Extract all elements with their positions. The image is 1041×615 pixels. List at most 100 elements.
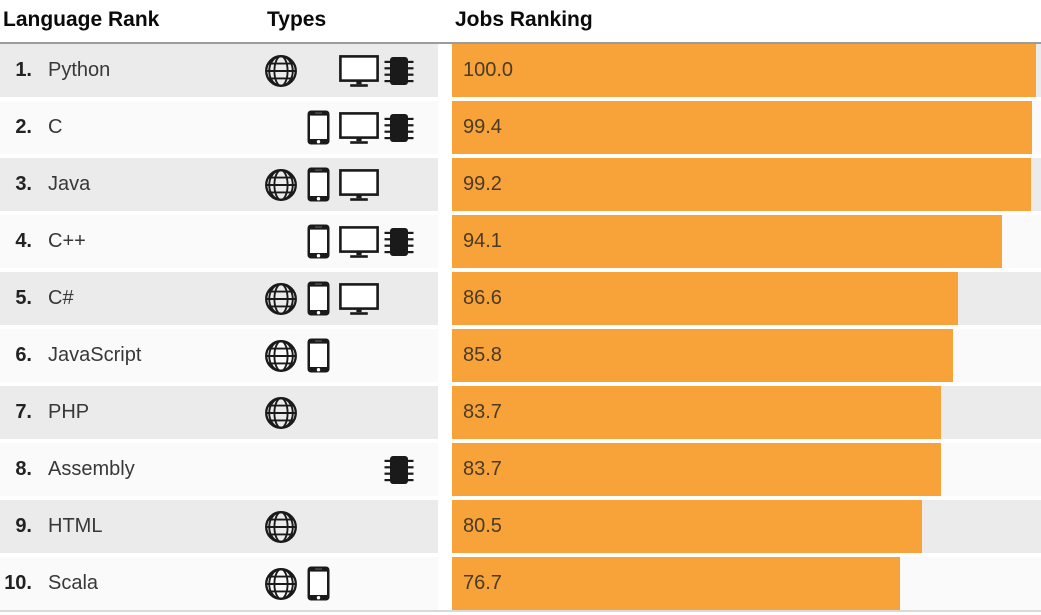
- types-cell: [262, 272, 416, 325]
- type-slot-mobile: [300, 110, 336, 145]
- table-header: Language Rank Types Jobs Ranking: [0, 0, 1041, 44]
- type-slot-web: [262, 282, 300, 316]
- jobs-bar: 76.7: [452, 557, 900, 610]
- smartphone-icon: [307, 338, 330, 373]
- language-cell: 9. HTML: [0, 500, 438, 553]
- language-cell: 6. JavaScript: [0, 329, 438, 382]
- chip-icon: [384, 454, 414, 486]
- types-cell: [262, 158, 416, 211]
- jobs-bar: 100.0: [452, 44, 1036, 97]
- jobs-value-label: 80.5: [463, 515, 502, 537]
- language-label: Python: [48, 59, 111, 81]
- jobs-bar: 83.7: [452, 386, 941, 439]
- language-label: C++: [48, 230, 86, 252]
- language-label: Scala: [48, 572, 99, 594]
- column-gap: [438, 101, 452, 154]
- globe-icon: [264, 282, 298, 316]
- language-cell: 7. PHP: [0, 386, 438, 439]
- column-gap: [438, 158, 452, 211]
- table-row: 1. Python 100.0: [0, 44, 1041, 97]
- language-cell: 1. Python: [0, 44, 438, 97]
- table-bottom-rule: [0, 610, 1041, 612]
- language-label: Java: [48, 173, 91, 195]
- jobs-ranking-cell: 76.7: [452, 557, 1041, 610]
- jobs-bar: 94.1: [452, 215, 1002, 268]
- monitor-icon: [339, 168, 379, 201]
- types-cell: [262, 329, 416, 382]
- jobs-bar: 99.2: [452, 158, 1032, 211]
- globe-icon: [264, 396, 298, 430]
- globe-icon: [264, 339, 298, 373]
- type-slot-embedded: [382, 454, 416, 486]
- language-label: HTML: [48, 515, 103, 537]
- header-types: Types: [267, 8, 327, 31]
- type-slot-mobile: [300, 281, 336, 316]
- table-body: 1. Python 100.0 2. C: [0, 44, 1041, 610]
- type-slot-embedded: [382, 226, 416, 258]
- rank-label: 9.: [15, 515, 32, 537]
- table-row: 10. Scala 76.7: [0, 557, 1041, 610]
- monitor-icon: [339, 111, 379, 144]
- header-language-rank: Language Rank: [3, 8, 160, 31]
- jobs-ranking-cell: 94.1: [452, 215, 1041, 268]
- chip-icon: [384, 226, 414, 258]
- types-cell: [262, 44, 416, 97]
- jobs-bar: 85.8: [452, 329, 954, 382]
- types-cell: [262, 215, 416, 268]
- type-slot-mobile: [300, 338, 336, 373]
- language-cell: 8. Assembly: [0, 443, 438, 496]
- type-slot-desktop: [336, 282, 382, 315]
- chip-icon: [384, 112, 414, 144]
- language-label: JavaScript: [48, 344, 142, 366]
- monitor-icon: [339, 54, 379, 87]
- language-cell: 10. Scala: [0, 557, 438, 610]
- table-row: 5. C# 86.6: [0, 272, 1041, 325]
- rank-label: 2.: [15, 116, 32, 138]
- rank-label: 1.: [15, 59, 32, 81]
- column-gap: [438, 443, 452, 496]
- type-slot-mobile: [300, 224, 336, 259]
- type-slot-web: [262, 510, 300, 544]
- smartphone-icon: [307, 224, 330, 259]
- types-cell: [262, 557, 416, 610]
- language-cell: 5. C#: [0, 272, 438, 325]
- type-slot-desktop: [336, 54, 382, 87]
- table-row: 3. Java 99.2: [0, 158, 1041, 211]
- table-row: 8. Assembly 83.7: [0, 443, 1041, 496]
- jobs-ranking-cell: 83.7: [452, 443, 1041, 496]
- jobs-ranking-cell: 100.0: [452, 44, 1041, 97]
- rank-label: 4.: [15, 230, 32, 252]
- monitor-icon: [339, 282, 379, 315]
- rank-label: 3.: [15, 173, 32, 195]
- jobs-bar: 80.5: [452, 500, 923, 553]
- jobs-ranking-cell: 99.2: [452, 158, 1041, 211]
- rank-label: 7.: [15, 401, 32, 423]
- table-row: 4. C++ 94.1: [0, 215, 1041, 268]
- jobs-bar: 99.4: [452, 101, 1033, 154]
- jobs-ranking-cell: 99.4: [452, 101, 1041, 154]
- type-slot-embedded: [382, 55, 416, 87]
- jobs-ranking-cell: 83.7: [452, 386, 1041, 439]
- globe-icon: [264, 54, 298, 88]
- column-gap: [438, 272, 452, 325]
- language-label: PHP: [48, 401, 90, 423]
- types-cell: [262, 101, 416, 154]
- jobs-value-label: 94.1: [463, 230, 502, 252]
- type-slot-desktop: [336, 111, 382, 144]
- types-cell: [262, 443, 416, 496]
- type-slot-web: [262, 567, 300, 601]
- type-slot-embedded: [382, 112, 416, 144]
- column-gap: [438, 386, 452, 439]
- chip-icon: [384, 55, 414, 87]
- type-slot-web: [262, 396, 300, 430]
- language-cell: 3. Java: [0, 158, 438, 211]
- types-cell: [262, 386, 416, 439]
- jobs-value-label: 85.8: [463, 344, 502, 366]
- column-gap: [438, 557, 452, 610]
- type-slot-web: [262, 339, 300, 373]
- language-label: C#: [48, 287, 74, 309]
- column-gap: [438, 329, 452, 382]
- smartphone-icon: [307, 281, 330, 316]
- jobs-ranking-cell: 85.8: [452, 329, 1041, 382]
